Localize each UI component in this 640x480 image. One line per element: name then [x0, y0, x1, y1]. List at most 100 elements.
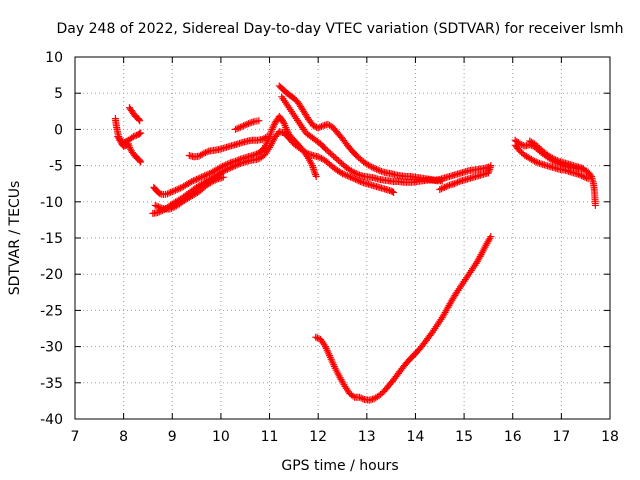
- plus-marker: [232, 162, 239, 170]
- y-tick-label: 0: [54, 122, 63, 138]
- series-arc-01: [111, 115, 145, 166]
- plus-marker: [452, 179, 460, 187]
- plus-marker: [204, 170, 212, 178]
- plus-marker: [201, 172, 209, 180]
- plus-marker: [211, 176, 219, 184]
- y-tick-label: -10: [40, 195, 63, 211]
- plus-marker: [531, 157, 539, 165]
- y-axis-label: SDTVAR / TECUs: [7, 181, 23, 296]
- series-arc-03: [114, 129, 145, 146]
- plus-marker: [228, 163, 236, 171]
- plus-marker: [553, 157, 561, 165]
- data-series: [111, 82, 599, 404]
- x-tick-labels: 7 8 9 10 11 12 13 14 15 16 17 18: [71, 429, 619, 445]
- plus-marker: [552, 156, 560, 164]
- plus-marker: [357, 394, 365, 402]
- plus-marker: [439, 184, 447, 192]
- plus-marker: [345, 172, 353, 180]
- plus-marker: [233, 161, 241, 169]
- plus-marker: [197, 173, 205, 181]
- plus-marker: [198, 150, 206, 158]
- plus-marker: [388, 188, 396, 196]
- series-arc-06: [151, 173, 227, 213]
- y-tick-label: -35: [40, 376, 63, 392]
- plus-marker: [353, 176, 361, 184]
- y-tick-label: -15: [40, 231, 63, 247]
- plus-marker: [314, 153, 322, 161]
- series-arc-05: [149, 128, 398, 217]
- plus-marker: [240, 122, 248, 130]
- series-arc-12: [312, 233, 495, 404]
- plus-marker: [352, 170, 360, 178]
- plus-marker: [270, 122, 278, 130]
- y-tick-label: -5: [49, 159, 63, 175]
- plus-marker: [317, 123, 325, 131]
- plus-marker: [268, 125, 276, 133]
- plus-marker: [437, 185, 445, 193]
- plus-marker: [534, 159, 542, 167]
- plus-marker: [163, 190, 171, 198]
- plus-marker: [208, 178, 216, 186]
- plus-marker: [235, 124, 243, 132]
- x-tick-label: 7: [71, 429, 80, 445]
- x-tick-label: 18: [601, 429, 619, 445]
- plus-marker: [343, 172, 351, 180]
- plus-marker: [578, 172, 586, 180]
- plus-marker: [186, 178, 194, 186]
- plus-marker: [261, 134, 269, 142]
- plus-marker: [303, 149, 311, 157]
- plus-marker: [232, 125, 239, 133]
- plus-marker: [582, 174, 590, 182]
- plus-marker: [436, 185, 444, 193]
- plus-marker: [235, 160, 243, 168]
- plus-marker: [243, 120, 251, 128]
- plus-marker: [349, 168, 357, 176]
- plus-marker: [151, 201, 159, 209]
- plus-marker: [550, 155, 558, 163]
- plus-marker: [269, 124, 277, 132]
- plus-marker: [348, 174, 356, 182]
- chart-title: Day 248 of 2022, Sidereal Day-to-day VTE…: [57, 21, 624, 37]
- x-tick-label: 15: [455, 429, 473, 445]
- plus-marker: [189, 177, 197, 185]
- plus-marker: [153, 202, 161, 210]
- plus-marker: [487, 233, 495, 241]
- plus-marker: [371, 164, 379, 172]
- plus-marker: [314, 124, 322, 132]
- plus-marker: [579, 164, 587, 172]
- plus-marker: [155, 208, 163, 216]
- series-arc-14: [511, 141, 592, 183]
- plus-marker: [166, 205, 174, 213]
- plus-marker: [283, 125, 291, 133]
- plus-marker: [369, 164, 377, 172]
- y-tick-label: 10: [45, 50, 63, 66]
- plus-marker: [312, 333, 320, 341]
- plus-marker: [487, 162, 495, 170]
- series-arc-15: [526, 137, 587, 172]
- plus-marker: [202, 171, 210, 179]
- y-tick-label: -20: [40, 267, 63, 283]
- x-tick-label: 9: [168, 429, 177, 445]
- plus-marker: [390, 188, 398, 196]
- plus-marker: [312, 172, 320, 180]
- plus-marker: [129, 133, 137, 141]
- plus-marker: [450, 180, 458, 188]
- plus-marker: [165, 189, 173, 197]
- plus-marker: [244, 120, 252, 128]
- plus-marker: [193, 175, 201, 183]
- plus-marker: [173, 185, 181, 193]
- x-tick-label: 8: [119, 429, 128, 445]
- y-tick-labels: 10 5 0 -5 -10 -15 -20 -25 -30 -35 -40: [40, 50, 63, 428]
- plus-marker: [376, 167, 384, 175]
- plus-marker: [210, 177, 218, 185]
- plus-marker: [227, 164, 235, 172]
- plus-marker: [591, 201, 599, 209]
- plus-marker: [199, 172, 207, 180]
- plus-marker: [438, 177, 446, 185]
- plus-marker: [309, 122, 317, 130]
- plus-marker: [373, 165, 381, 173]
- series-arc-07: [185, 133, 271, 161]
- plus-marker: [135, 130, 143, 138]
- plus-marker: [213, 175, 221, 183]
